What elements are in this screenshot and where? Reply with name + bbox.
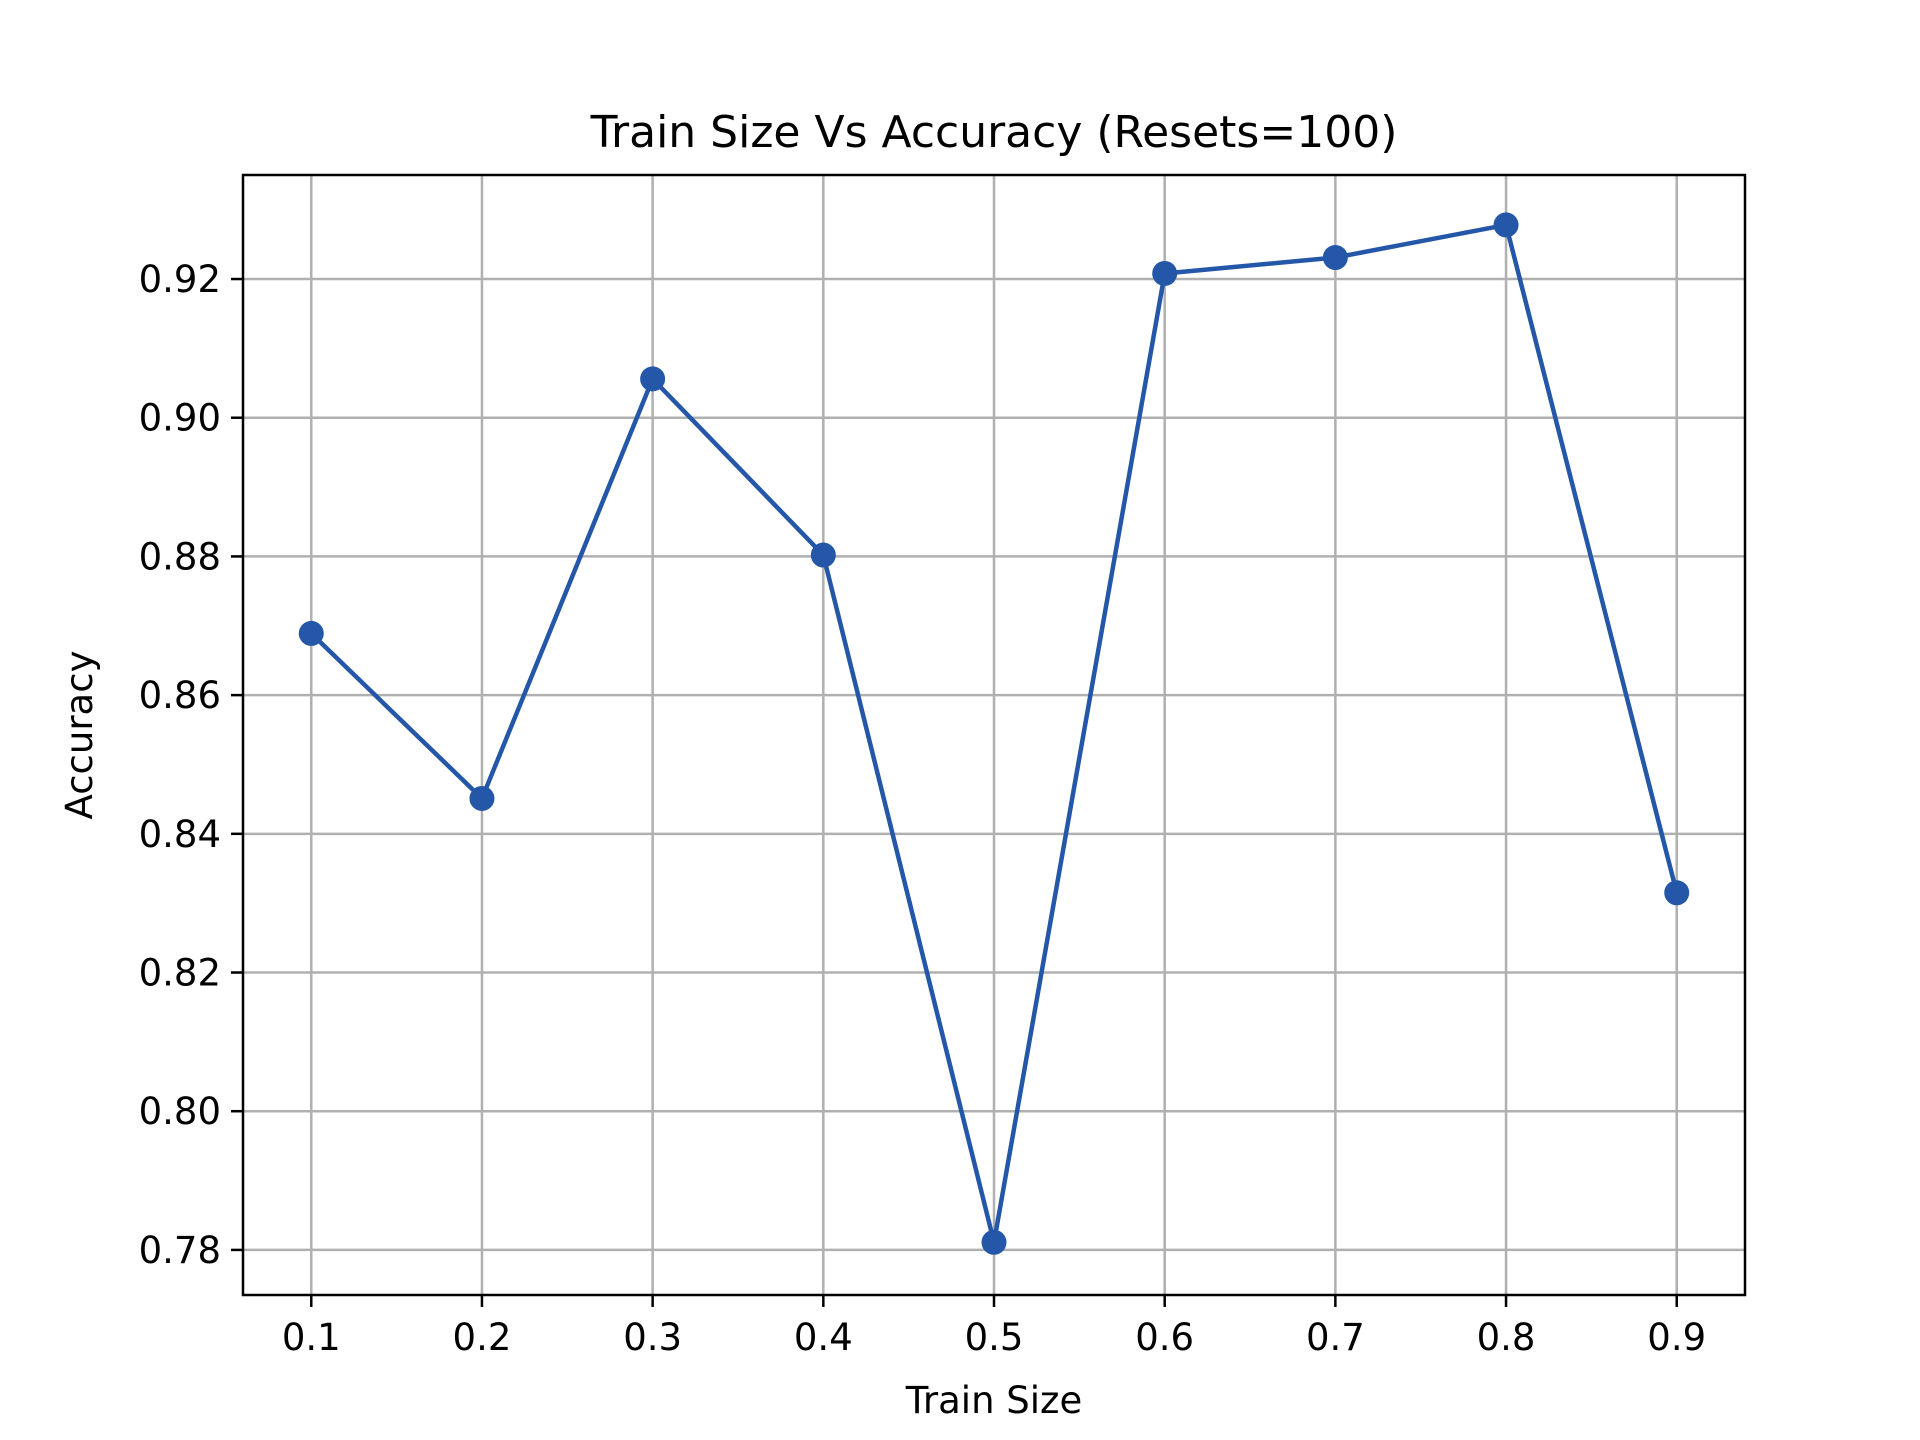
x-tick-label: 0.4	[794, 1316, 853, 1359]
x-tick-label: 0.8	[1477, 1316, 1536, 1359]
x-tick-label: 0.9	[1647, 1316, 1706, 1359]
y-tick-label: 0.90	[139, 397, 221, 440]
tick-layer: 0.1 0.2 0.3 0.4 0.5 0.6 0.7 0.8 0.9 0.78 0.80 0.82 0…	[139, 258, 1707, 1359]
y-tick-label: 0.88	[139, 535, 221, 578]
y-tick-label: 0.86	[139, 674, 221, 717]
x-axis-label: Train Size	[905, 1379, 1083, 1422]
data-point	[640, 366, 666, 392]
data-point	[1322, 245, 1348, 271]
x-tick-label: 0.6	[1135, 1316, 1194, 1359]
y-tick-label: 0.78	[139, 1229, 221, 1272]
data-point	[1493, 212, 1519, 238]
data-point	[469, 785, 495, 811]
data-point	[1152, 260, 1178, 286]
y-tick-label: 0.84	[139, 813, 221, 856]
x-tick-label: 0.3	[623, 1316, 682, 1359]
data-point	[981, 1229, 1007, 1255]
x-tick-label: 0.1	[282, 1316, 341, 1359]
y-tick-label: 0.82	[139, 952, 221, 995]
x-tick-label: 0.5	[965, 1316, 1024, 1359]
y-tick-label: 0.92	[139, 258, 221, 301]
x-tick-label: 0.7	[1306, 1316, 1365, 1359]
y-tick-label: 0.80	[139, 1090, 221, 1133]
x-tick-label: 0.2	[453, 1316, 512, 1359]
data-layer	[298, 212, 1690, 1255]
y-axis-label: Accuracy	[58, 651, 101, 820]
data-point	[1664, 880, 1690, 906]
chart-title: Train Size Vs Accuracy (Resets=100)	[590, 107, 1398, 158]
data-point	[298, 620, 324, 646]
data-point	[810, 542, 836, 568]
